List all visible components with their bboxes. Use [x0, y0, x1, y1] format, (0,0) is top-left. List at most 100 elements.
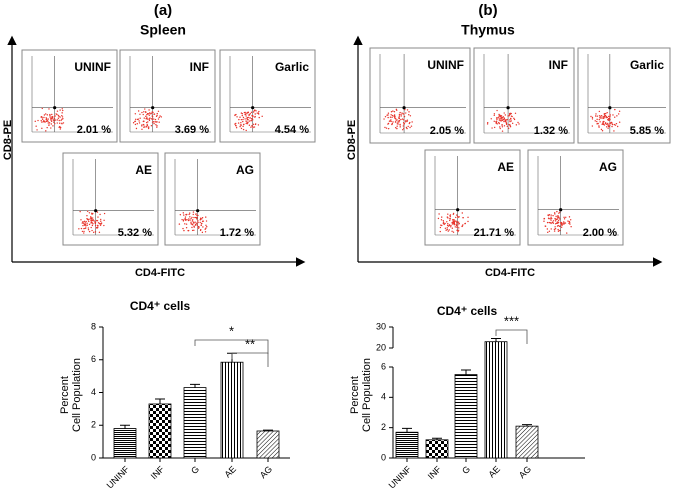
bar	[113, 428, 137, 459]
cell-dot	[200, 224, 202, 226]
cell-dot	[454, 226, 456, 228]
cell-dot	[235, 127, 238, 129]
significance-label: **	[245, 336, 255, 351]
error-bar	[120, 424, 130, 429]
cell-dot	[86, 214, 88, 217]
cell-dot	[246, 112, 248, 115]
cell-dot	[408, 114, 410, 116]
cell-dot	[437, 217, 440, 220]
percent-label: 5.32 %	[118, 227, 152, 239]
cell-dot	[396, 119, 398, 121]
cell-dot	[204, 231, 207, 233]
error-bar	[263, 429, 273, 431]
cell-dot	[394, 117, 396, 119]
cell-dot	[90, 226, 92, 229]
cell-dot	[41, 107, 43, 110]
cell-dot	[245, 129, 247, 132]
cell-dot	[402, 129, 404, 131]
cell-dot	[452, 220, 454, 222]
cell-dot	[553, 228, 556, 231]
x-tick-label: G	[460, 464, 472, 476]
cell-dot	[158, 121, 160, 123]
significance-label: ***	[504, 313, 519, 328]
cell-dot	[609, 116, 611, 118]
cell-dot	[408, 122, 411, 125]
cell-dot	[247, 111, 249, 113]
cell-dot	[605, 116, 607, 119]
cell-dot	[90, 216, 92, 218]
cell-dot	[147, 121, 149, 123]
cell-dot	[243, 123, 245, 126]
cell-dot	[138, 120, 140, 122]
cell-dot	[552, 214, 554, 217]
cell-dot	[548, 221, 551, 224]
cell-dot	[442, 219, 444, 222]
cell-dot	[409, 115, 412, 117]
cell-dot	[103, 212, 106, 215]
cell-dot	[590, 115, 592, 118]
gate-point	[402, 106, 406, 110]
cell-dot	[390, 111, 393, 113]
cell-dot	[190, 221, 192, 224]
flow-plot-box	[219, 49, 316, 143]
cell-dot	[598, 115, 601, 117]
cell-dot	[609, 113, 611, 116]
cell-dot	[499, 114, 502, 117]
cell-dot	[614, 116, 616, 118]
cell-dot	[507, 127, 510, 130]
cell-dot	[404, 108, 406, 111]
cell-dot	[62, 118, 64, 120]
cell-dot	[199, 221, 201, 224]
cell-dot	[62, 109, 64, 112]
cell-dot	[451, 230, 453, 232]
cell-dot	[449, 216, 452, 218]
cell-dot	[508, 113, 511, 115]
cell-dot	[148, 109, 150, 111]
cell-dot	[96, 219, 99, 222]
cell-dot	[455, 216, 457, 219]
cell-dot	[399, 126, 401, 128]
x-tick-label: AG	[258, 464, 274, 480]
cell-dot	[56, 113, 58, 116]
cell-dot	[598, 125, 600, 127]
cell-dot	[194, 221, 196, 223]
cell-dot	[406, 127, 408, 130]
cell-dot	[609, 124, 611, 127]
gate-point	[151, 106, 155, 110]
cell-dot	[206, 226, 208, 228]
cell-dot	[92, 231, 95, 234]
group-label: AG	[599, 160, 617, 174]
cell-dot	[398, 121, 400, 123]
group-label: INF	[190, 60, 209, 74]
cell-dot	[550, 214, 552, 216]
cell-dot	[241, 114, 243, 117]
cell-dot	[238, 118, 240, 121]
cell-dot	[234, 124, 237, 127]
cell-dot	[607, 122, 609, 125]
cell-dot	[406, 120, 408, 123]
cell-dot	[187, 229, 190, 232]
cell-dot	[554, 220, 557, 222]
cell-dot	[557, 224, 560, 227]
cell-dot	[554, 226, 556, 228]
gate-point	[94, 209, 98, 213]
cell-dot	[34, 120, 36, 123]
chart-title: CD4⁺ cells	[130, 299, 191, 313]
cell-dot	[191, 220, 194, 222]
cell-dot	[500, 120, 503, 122]
gate-point	[53, 106, 57, 110]
cell-dot	[513, 118, 516, 121]
cell-dot	[100, 223, 102, 225]
cell-dot	[452, 231, 455, 233]
cell-dot	[205, 220, 208, 222]
cell-dot	[43, 114, 46, 116]
cell-dot	[251, 118, 254, 121]
cell-dot	[204, 228, 206, 230]
cell-dot	[614, 124, 617, 126]
cell-dot	[410, 125, 413, 127]
cell-dot	[237, 122, 240, 124]
cell-dot	[549, 218, 551, 220]
cell-dot	[447, 225, 450, 227]
cell-dot	[462, 217, 464, 219]
